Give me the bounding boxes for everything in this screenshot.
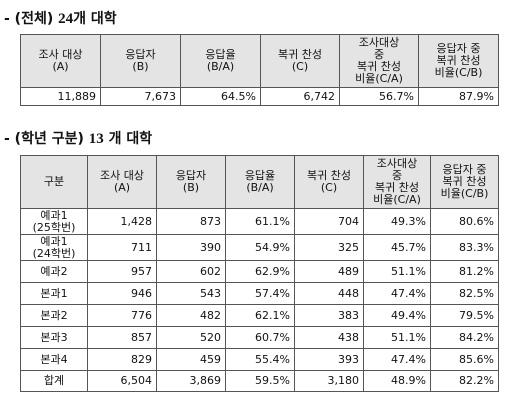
row-label: 예과2 xyxy=(20,260,88,283)
row-label: 예과1 (24학번) xyxy=(20,234,88,261)
header-rate: 응답율 (B/A) xyxy=(180,34,261,88)
row-label: 본과2 xyxy=(20,304,88,327)
cell-rate: 55.4% xyxy=(225,348,295,371)
cell-survey: 829 xyxy=(87,348,157,371)
header-ratio-cb: 응답자 중 복귀 찬성 비율(C/B) xyxy=(418,34,499,88)
cell-ratio-ca: 49.4% xyxy=(363,304,431,327)
cell-rate: 60.7% xyxy=(225,326,295,349)
cell-respondents: 459 xyxy=(156,348,226,371)
cell-rate: 61.1% xyxy=(225,208,295,235)
cell-ratio-cb: 82.2% xyxy=(430,370,499,392)
cell-survey: 11,889 xyxy=(20,87,101,106)
header-return-agree: 복귀 찬성 (C) xyxy=(260,34,340,88)
cell-ratio-cb: 85.6% xyxy=(430,348,499,371)
header-ratio-ca: 조사대상 중 복귀 찬성 비율(C/A) xyxy=(339,34,419,88)
cell-ratio-cb: 79.5% xyxy=(430,304,499,327)
header-ratio-ca: 조사대상 중 복귀 찬성 비율(C/A) xyxy=(363,155,431,209)
section-title-prefix: - (학년 구분) xyxy=(4,131,84,147)
table-header-row: 조사 대상 (A) 응답자 (B) 응답율 (B/A) 복귀 찬성 (C) 조사대상 중 복… xyxy=(20,34,499,88)
cell-return-agree: 448 xyxy=(294,282,364,305)
cell-ratio-ca: 47.4% xyxy=(363,348,431,371)
cell-survey: 957 xyxy=(87,260,157,283)
cell-return-agree: 3,180 xyxy=(294,370,364,392)
cell-rate: 59.5% xyxy=(225,370,295,392)
cell-return-agree: 325 xyxy=(294,234,364,261)
header-return-agree: 복귀 찬성 (C) xyxy=(294,155,364,209)
cell-respondents: 543 xyxy=(156,282,226,305)
header-rate: 응답율 (B/A) xyxy=(225,155,295,209)
cell-ratio-ca: 51.1% xyxy=(363,260,431,283)
section-title-suffix: 개 대학 xyxy=(108,131,153,147)
row-label: 본과4 xyxy=(20,348,88,371)
header-ratio-cb: 응답자 중 복귀 찬성 비율(C/B) xyxy=(430,155,499,209)
cell-survey: 857 xyxy=(87,326,157,349)
table-row: 예과1 (25학번) 1,428 873 61.1% 704 49.3% 80.6… xyxy=(20,208,499,235)
cell-rate: 54.9% xyxy=(225,234,295,261)
cell-ratio-cb: 87.9% xyxy=(418,87,499,106)
table-header-row: 구분 조사 대상 (A) 응답자 (B) 응답율 (B/A) 복귀 찬성 (C) 조사대… xyxy=(20,155,499,209)
cell-rate: 64.5% xyxy=(180,87,261,106)
cell-respondents: 390 xyxy=(156,234,226,261)
cell-respondents: 7,673 xyxy=(100,87,181,106)
table-row: 본과2 776 482 62.1% 383 49.4% 79.5% xyxy=(20,304,499,327)
cell-return-agree: 704 xyxy=(294,208,364,235)
cell-return-agree: 6,742 xyxy=(260,87,340,106)
cell-ratio-cb: 84.2% xyxy=(430,326,499,349)
cell-return-agree: 438 xyxy=(294,326,364,349)
table-row: 예과2 957 602 62.9% 489 51.1% 81.2% xyxy=(20,260,499,283)
cell-ratio-ca: 45.7% xyxy=(363,234,431,261)
section-title-suffix: 개 대학 xyxy=(73,11,117,27)
cell-ratio-cb: 81.2% xyxy=(430,260,499,283)
cell-respondents: 3,869 xyxy=(156,370,226,392)
row-label: 본과1 xyxy=(20,282,88,305)
cell-respondents: 602 xyxy=(156,260,226,283)
overall-table: 조사 대상 (A) 응답자 (B) 응답율 (B/A) 복귀 찬성 (C) 조사대상 중 복… xyxy=(20,34,499,106)
header-survey: 조사 대상 (A) xyxy=(87,155,157,209)
table-row: 본과4 829 459 55.4% 393 47.4% 85.6% xyxy=(20,348,499,371)
section-title-prefix: - (전체) xyxy=(4,11,54,27)
cell-ratio-cb: 82.5% xyxy=(430,282,499,305)
cell-survey: 6,504 xyxy=(87,370,157,392)
row-label: 예과1 (25학번) xyxy=(20,208,88,235)
section-title-overall: - (전체) 24개 대학 xyxy=(4,8,117,28)
table-row: 11,889 7,673 64.5% 6,742 56.7% 87.9% xyxy=(20,87,499,106)
cell-rate: 62.9% xyxy=(225,260,295,283)
cell-ratio-ca: 48.9% xyxy=(363,370,431,392)
cell-respondents: 873 xyxy=(156,208,226,235)
header-survey: 조사 대상 (A) xyxy=(20,34,101,88)
by-year-table: 구분 조사 대상 (A) 응답자 (B) 응답율 (B/A) 복귀 찬성 (C) 조사대… xyxy=(20,155,499,392)
header-category: 구분 xyxy=(20,155,88,209)
cell-ratio-cb: 83.3% xyxy=(430,234,499,261)
table-row: 예과1 (24학번) 711 390 54.9% 325 45.7% 83.3% xyxy=(20,234,499,261)
cell-ratio-cb: 80.6% xyxy=(430,208,499,235)
cell-return-agree: 393 xyxy=(294,348,364,371)
table-row: 본과1 946 543 57.4% 448 47.4% 82.5% xyxy=(20,282,499,305)
header-respondents: 응답자 (B) xyxy=(100,34,181,88)
cell-survey: 946 xyxy=(87,282,157,305)
header-respondents: 응답자 (B) xyxy=(156,155,226,209)
cell-survey: 711 xyxy=(87,234,157,261)
cell-ratio-ca: 49.3% xyxy=(363,208,431,235)
cell-rate: 57.4% xyxy=(225,282,295,305)
cell-return-agree: 383 xyxy=(294,304,364,327)
section-title-count: 24 xyxy=(58,11,74,27)
cell-ratio-ca: 51.1% xyxy=(363,326,431,349)
cell-rate: 62.1% xyxy=(225,304,295,327)
section-title-count: 13 xyxy=(88,131,104,147)
cell-survey: 1,428 xyxy=(87,208,157,235)
cell-respondents: 520 xyxy=(156,326,226,349)
row-label: 합계 xyxy=(20,370,88,392)
table-row: 본과3 857 520 60.7% 438 51.1% 84.2% xyxy=(20,326,499,349)
cell-ratio-ca: 47.4% xyxy=(363,282,431,305)
cell-return-agree: 489 xyxy=(294,260,364,283)
row-label: 본과3 xyxy=(20,326,88,349)
table-row-total: 합계 6,504 3,869 59.5% 3,180 48.9% 82.2% xyxy=(20,370,499,392)
section-title-by-year: - (학년 구분) 13 개 대학 xyxy=(4,128,152,148)
cell-survey: 776 xyxy=(87,304,157,327)
cell-respondents: 482 xyxy=(156,304,226,327)
cell-ratio-ca: 56.7% xyxy=(339,87,419,106)
